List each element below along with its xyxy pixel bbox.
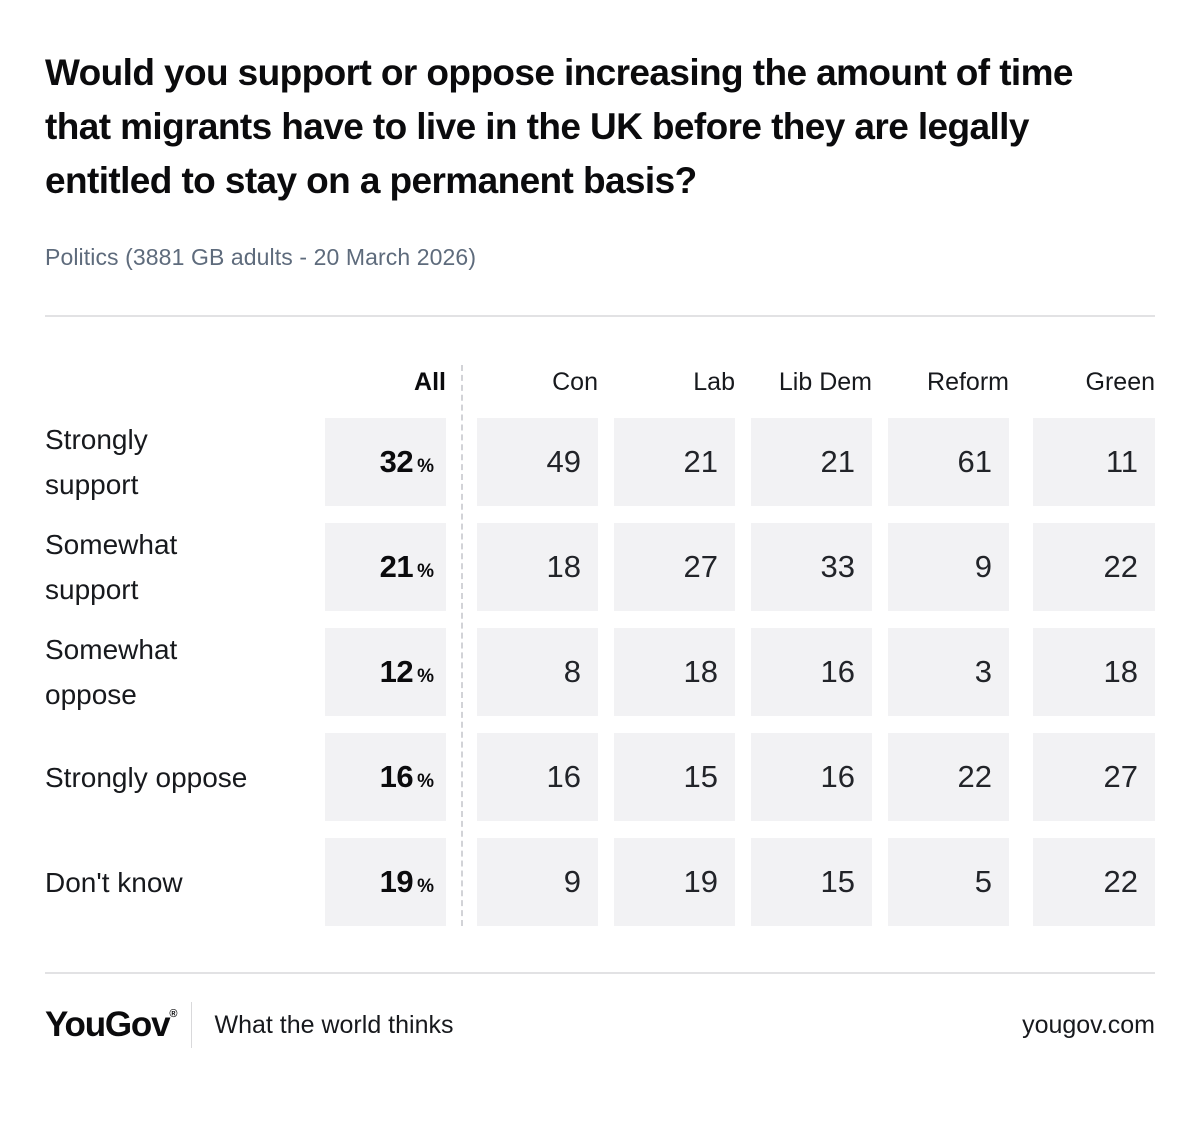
title-line: Would you support or oppose increasing t… <box>45 52 1073 93</box>
column-header-reform: Reform <box>927 368 1009 396</box>
table-cell: 8 <box>477 628 598 716</box>
table-cell-all: 12% <box>325 628 446 716</box>
footer: YouGov® What the world thinks yougov.com <box>45 1000 1155 1050</box>
top-divider <box>45 315 1155 317</box>
table-cell: 27 <box>1033 733 1155 821</box>
table-cell: 15 <box>751 838 872 926</box>
table-cell: 18 <box>477 523 598 611</box>
table-cell: 18 <box>1033 628 1155 716</box>
table-cell: 16 <box>751 733 872 821</box>
table-cell: 22 <box>1033 523 1155 611</box>
table-cell: 19 <box>614 838 735 926</box>
survey-meta: Politics (3881 GB adults - 20 March 2026… <box>45 244 477 270</box>
row-label: Strongly support <box>45 424 148 500</box>
yougov-logo: YouGov® <box>45 1005 177 1045</box>
cell-value: 32 <box>379 444 414 479</box>
table-cell: 21 <box>614 418 735 506</box>
tagline: What the world thinks <box>214 1010 454 1039</box>
percent-sign: % <box>417 876 434 897</box>
results-table: All Con Lab Lib Dem Reform Green Strongl… <box>45 365 1155 926</box>
table-cell: 16 <box>751 628 872 716</box>
footer-separator <box>191 1002 193 1048</box>
table-cell: 3 <box>888 628 1009 716</box>
table-cell: 21 <box>751 418 872 506</box>
percent-sign: % <box>417 771 434 792</box>
title-line: that migrants have to live in the UK bef… <box>45 106 1029 147</box>
page-title: Would you support or oppose increasing t… <box>45 46 1155 208</box>
table-cell: 9 <box>477 838 598 926</box>
row-label: Somewhat support <box>45 529 178 605</box>
site-url: yougov.com <box>1022 1010 1155 1039</box>
poll-card: Would you support or oppose increasing t… <box>45 46 1155 1050</box>
cell-value: 16 <box>379 759 414 794</box>
percent-sign: % <box>417 561 434 582</box>
table-cell: 49 <box>477 418 598 506</box>
row-label: Don't know <box>45 866 183 898</box>
table-cell: 33 <box>751 523 872 611</box>
table-cell: 9 <box>888 523 1009 611</box>
all-vs-parties-dashed-divider <box>460 365 463 926</box>
logo-text: YouGov <box>45 1005 171 1044</box>
percent-sign: % <box>417 456 434 477</box>
table-cell-all: 16% <box>325 733 446 821</box>
column-header-lab: Lab <box>693 368 735 396</box>
row-label: Somewhat oppose <box>45 634 178 710</box>
table-cell: 22 <box>1033 838 1155 926</box>
table-cell-all: 19% <box>325 838 446 926</box>
column-header-green: Green <box>1085 368 1155 396</box>
table-cell-all: 32% <box>325 418 446 506</box>
table-cell: 16 <box>477 733 598 821</box>
table-cell: 18 <box>614 628 735 716</box>
table-cell-all: 21% <box>325 523 446 611</box>
column-header-all: All <box>414 368 446 396</box>
table-cell: 61 <box>888 418 1009 506</box>
cell-value: 12 <box>379 654 414 689</box>
cell-value: 21 <box>379 549 414 584</box>
column-header-con: Con <box>552 368 598 396</box>
table-cell: 22 <box>888 733 1009 821</box>
bottom-divider <box>45 972 1155 974</box>
cell-value: 19 <box>379 864 414 899</box>
table-cell: 27 <box>614 523 735 611</box>
title-line: entitled to stay on a permanent basis? <box>45 160 697 201</box>
column-header-libdem: Lib Dem <box>778 368 872 396</box>
table-cell: 5 <box>888 838 1009 926</box>
table-cell: 15 <box>614 733 735 821</box>
percent-sign: % <box>417 666 434 687</box>
registered-trademark-icon: ® <box>169 1008 178 1021</box>
row-label: Strongly oppose <box>45 761 248 793</box>
results-grid: All Con Lab Lib Dem Reform Green Strongl… <box>45 365 1155 926</box>
table-cell: 11 <box>1033 418 1155 506</box>
